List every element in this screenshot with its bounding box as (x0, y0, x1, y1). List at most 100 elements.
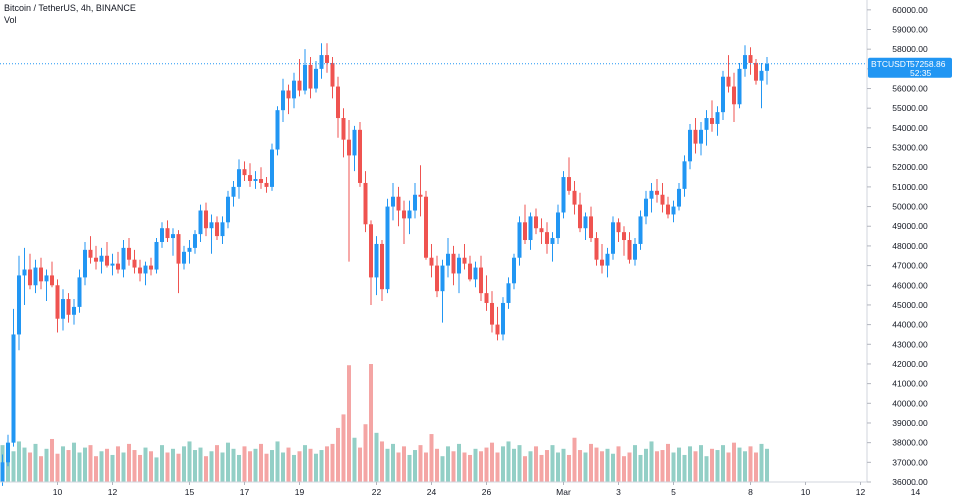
price-tick-label: 53000.00 (892, 143, 928, 153)
price-candles (0, 43, 769, 486)
volume-bar (550, 445, 555, 482)
candle-body (297, 80, 302, 91)
volume-bar (66, 450, 71, 482)
price-tick-label: 58000.00 (892, 44, 928, 54)
time-tick-label: 14 (911, 487, 921, 497)
candle-body (55, 285, 60, 319)
volume-bar (479, 451, 483, 482)
volume-bar (6, 454, 10, 482)
candle-body (693, 129, 698, 144)
volume-bar (660, 450, 665, 482)
volume-bar (248, 451, 252, 482)
volume-bar (286, 447, 291, 482)
volume-bars (0, 364, 769, 482)
price-tick-label: 50000.00 (892, 202, 928, 212)
price-tag-symbol: BTCUSDT (871, 59, 911, 69)
volume-bar (627, 452, 632, 482)
volume-bar (644, 448, 648, 482)
volume-bar (171, 448, 175, 482)
volume-bar (319, 450, 324, 482)
candle-body (308, 64, 313, 89)
volume-bar (385, 448, 390, 482)
volume-bar (506, 441, 511, 482)
candle-body (413, 194, 417, 211)
volume-bar (402, 446, 406, 482)
volume-bar (418, 445, 423, 482)
candle-body (319, 55, 324, 69)
time-tick-label: 15 (185, 487, 195, 497)
volume-bar (358, 447, 362, 482)
volume-bar (149, 451, 153, 482)
volume-bar (462, 452, 467, 482)
volume-bar (440, 456, 445, 482)
candle-body (600, 259, 604, 266)
volume-bar (88, 445, 93, 482)
candle-body (578, 204, 582, 229)
volume-bar (110, 454, 115, 482)
price-tick-label: 52000.00 (892, 162, 928, 172)
time-tick-label: 12 (108, 487, 118, 497)
candle-body (292, 80, 296, 99)
volume-bar (209, 451, 214, 482)
candle-body (154, 241, 159, 270)
volume-bar (231, 448, 236, 482)
price-tick-label: 37000.00 (892, 457, 928, 467)
candle-body (462, 257, 467, 264)
volume-bar (17, 441, 21, 482)
candle-body (226, 196, 230, 223)
candle-body (726, 76, 731, 87)
candle-body (99, 255, 104, 262)
candle-body (270, 149, 274, 187)
time-tick-label: 8 (748, 487, 753, 497)
volume-bar (556, 452, 560, 482)
price-tick-label: 42000.00 (892, 359, 928, 369)
volume-bar (242, 446, 247, 482)
price-tag-box (868, 57, 952, 78)
volume-bar (154, 457, 159, 482)
candle-body (83, 249, 87, 278)
volume-bar (72, 442, 76, 482)
volume-bar (303, 445, 307, 482)
candle-body (44, 275, 49, 282)
time-tick-label: Mar (556, 487, 571, 497)
candle-body (286, 90, 291, 99)
volume-bar (534, 446, 538, 482)
candle-body (501, 302, 505, 335)
candle-body (11, 334, 16, 443)
candle-body (765, 63, 769, 71)
candle-body (622, 232, 626, 241)
time-axis[interactable]: 10 12 15 17 19 22 24 26 Mar 3 5 8 10 12 14 (0, 481, 921, 497)
volume-bar (165, 452, 170, 482)
volume-bar (193, 450, 197, 482)
candle-body (468, 263, 472, 280)
candle-body (572, 190, 577, 205)
time-tick-label: 19 (295, 487, 305, 497)
volume-bar (528, 451, 533, 482)
volume-bar (495, 452, 500, 482)
candle-body (506, 283, 511, 303)
candle-body (704, 118, 709, 130)
candle-body (440, 265, 445, 292)
candle-body (644, 198, 648, 217)
time-tick-label: 12 (856, 487, 866, 497)
candle-body (110, 263, 115, 266)
candle-body (259, 179, 263, 183)
volume-bar (160, 445, 164, 482)
candle-body (710, 118, 714, 124)
volume-bar (220, 452, 225, 482)
volume-bar (61, 446, 65, 482)
candle-body (424, 196, 428, 258)
candle-body (523, 222, 527, 241)
price-tick-label: 46000.00 (892, 280, 928, 290)
volume-bar (330, 443, 335, 482)
volume-bar (699, 445, 703, 482)
candle-body (759, 70, 764, 81)
candle-body (248, 175, 252, 181)
volume-bar (347, 365, 351, 482)
candle-body (88, 249, 93, 258)
candle-body (732, 86, 736, 105)
time-tick-label: 10 (53, 487, 63, 497)
candle-body (605, 253, 610, 266)
volume-bar (512, 448, 516, 482)
